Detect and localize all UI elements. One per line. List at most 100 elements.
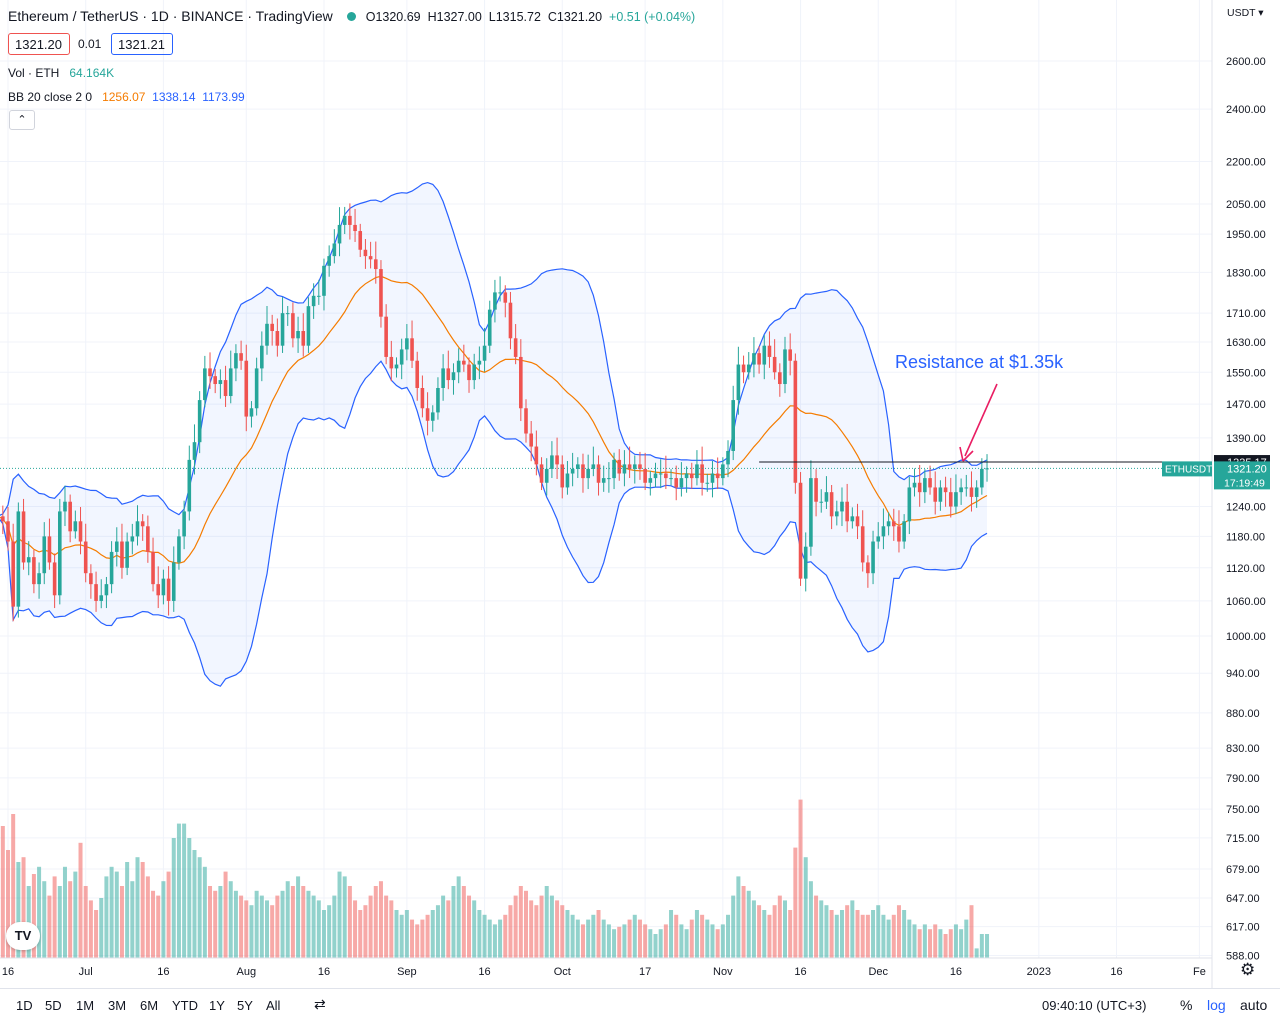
- volume-bar: [275, 895, 280, 958]
- spread-value: 0.01: [78, 37, 102, 51]
- candle: [151, 537, 155, 592]
- sell-button[interactable]: 1321.20: [8, 33, 70, 55]
- candle: [342, 206, 347, 235]
- range-1y-button[interactable]: 1Y: [209, 998, 225, 1013]
- buy-button[interactable]: 1321.21: [111, 33, 173, 55]
- candle: [109, 541, 114, 594]
- volume-bar: [218, 886, 223, 958]
- auto-scale-toggle[interactable]: auto: [1240, 997, 1268, 1013]
- candle: [684, 466, 689, 493]
- candle: [125, 532, 129, 576]
- volume-bar: [11, 814, 16, 958]
- range-ytd-button[interactable]: YTD: [172, 998, 198, 1013]
- volume-bar: [757, 905, 762, 958]
- candle: [809, 460, 813, 556]
- volume-bar: [808, 881, 813, 958]
- volume-bar: [570, 914, 575, 958]
- volume-bar: [306, 890, 311, 958]
- volume-bar: [948, 929, 953, 958]
- candle: [161, 569, 166, 605]
- candle: [902, 514, 906, 549]
- volume-bar: [860, 914, 865, 958]
- volume-bar: [876, 905, 881, 958]
- candle: [11, 523, 15, 622]
- candle: [907, 476, 912, 535]
- range-1d-button[interactable]: 1D: [16, 998, 33, 1013]
- bollinger-label: BB 20 close 2 0: [8, 90, 93, 104]
- volume-bar: [513, 895, 518, 958]
- range-5y-button[interactable]: 5Y: [237, 998, 253, 1013]
- volume-bar: [498, 919, 503, 958]
- volume-bar: [912, 924, 917, 958]
- range-1m-button[interactable]: 1M: [76, 998, 95, 1013]
- range-6m-button[interactable]: 6M: [140, 998, 159, 1013]
- candle: [208, 352, 212, 389]
- candle: [99, 579, 104, 609]
- candle: [917, 464, 922, 507]
- price-tick-label: 1830.00: [1226, 267, 1266, 279]
- volume-bar: [741, 886, 746, 958]
- volume-bar: [679, 924, 684, 958]
- log-scale-toggle[interactable]: log: [1207, 997, 1226, 1013]
- candle: [332, 229, 337, 264]
- volume-bar: [580, 924, 585, 958]
- candle: [632, 455, 637, 484]
- chart-grid: [0, 0, 1212, 958]
- gear-icon[interactable]: ⚙: [1240, 960, 1256, 979]
- bollinger-lower-line: [0, 360, 988, 687]
- volume-bar: [943, 934, 948, 958]
- candle: [430, 405, 435, 432]
- candle: [912, 468, 917, 497]
- volume-bar: [21, 857, 26, 958]
- candle: [146, 515, 150, 563]
- calendar-icon[interactable]: ⇄: [314, 996, 326, 1012]
- candle: [156, 566, 161, 609]
- symbol-title[interactable]: Ethereum / TetherUS · 1D · BINANCE · Tra…: [8, 8, 333, 24]
- volume-bar: [928, 929, 933, 958]
- bollinger-legend[interactable]: BB 20 close 2 0 1256.07 1338.14 1173.99: [8, 90, 245, 104]
- bollinger-basis-value: 1256.07: [102, 90, 146, 104]
- bottom-toolbar: 1D 5D 1M 3M 6M YTD 1Y 5Y All ⇄ 09:40:10 …: [0, 988, 1280, 1025]
- price-tick-label: 1180.00: [1226, 531, 1265, 543]
- volume-bar: [938, 929, 943, 958]
- candle: [767, 331, 772, 368]
- volume-bar: [265, 900, 269, 958]
- volume-bar: [622, 924, 627, 958]
- clock-readout[interactable]: 09:40:10 (UTC+3): [1042, 998, 1147, 1013]
- bollinger-basis-line: [0, 275, 988, 564]
- candle: [746, 352, 751, 380]
- volume-bar: [865, 914, 870, 958]
- candle: [373, 241, 378, 284]
- candle: [726, 440, 730, 478]
- candle: [270, 314, 274, 346]
- volume-bar: [922, 924, 927, 958]
- candle: [140, 514, 145, 541]
- time-tick-label: 17: [639, 966, 651, 978]
- candle: [446, 350, 451, 390]
- volume-bar: [632, 914, 637, 958]
- percent-scale-toggle[interactable]: %: [1180, 997, 1193, 1013]
- candle: [689, 462, 694, 490]
- candle: [627, 446, 632, 479]
- volume-bar: [461, 886, 466, 958]
- collapse-legend-button[interactable]: ⌃: [9, 110, 35, 130]
- currency-selector[interactable]: USDT ▾: [1227, 7, 1264, 19]
- volume-legend[interactable]: Vol · ETH 64.164K: [8, 66, 114, 80]
- volume-bar: [6, 850, 10, 958]
- volume-bar: [399, 914, 404, 958]
- price-tick-label: 1470.00: [1226, 399, 1266, 411]
- last-price-tag: [1214, 461, 1270, 490]
- range-5d-button[interactable]: 5D: [45, 998, 62, 1013]
- range-3m-button[interactable]: 3M: [108, 998, 127, 1013]
- volume-bar: [394, 910, 399, 958]
- volume-value: 64.164K: [69, 66, 115, 80]
- candle: [410, 320, 414, 368]
- candle: [586, 454, 590, 490]
- price-axis: 2600.00 2400.00 2200.00 2050.00 1950.00 1830.…: [1226, 56, 1266, 963]
- candle: [451, 363, 456, 395]
- candle: [78, 507, 83, 555]
- volume-bar: [591, 914, 596, 958]
- range-all-button[interactable]: All: [266, 998, 281, 1013]
- tradingview-logo[interactable]: TV: [6, 922, 40, 950]
